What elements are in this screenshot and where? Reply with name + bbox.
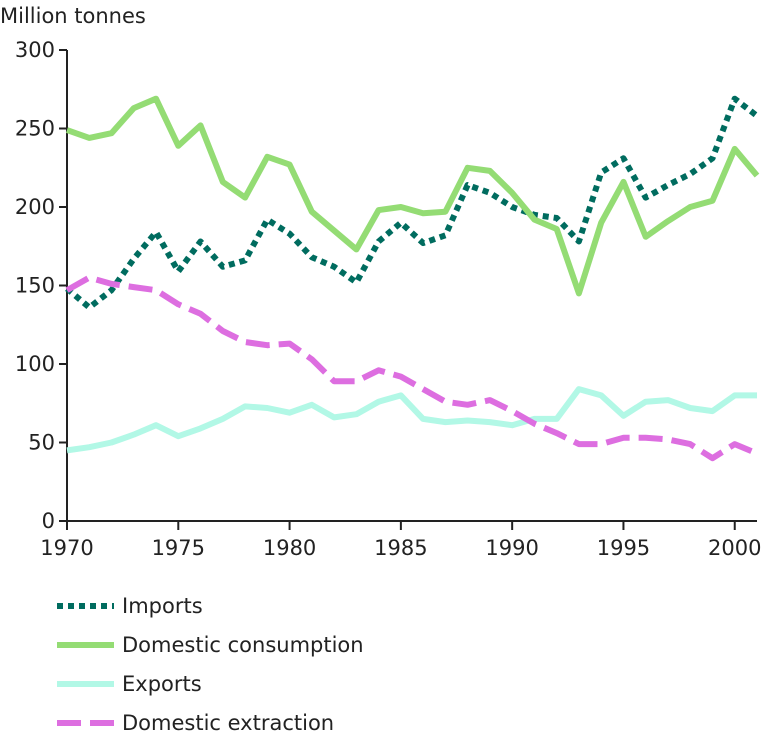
y-tick-label: 50 — [28, 431, 55, 455]
series-line-domestic-extraction — [65, 274, 759, 462]
legend: Imports Domestic consumption Exports Domest… — [57, 594, 364, 732]
y-axis-title: Million tonnes — [0, 4, 146, 28]
y-tick-label: 250 — [15, 117, 55, 141]
x-tick-label: 1985 — [374, 536, 427, 560]
y-tick-label: 200 — [15, 195, 55, 219]
x-axis: 1970 1975 1980 1985 1990 1995 2000 — [40, 520, 761, 560]
x-tick-label: 1980 — [263, 536, 316, 560]
y-tick-label: 0 — [42, 509, 55, 533]
series-line-imports — [65, 95, 759, 311]
x-tick-label: 1995 — [597, 536, 650, 560]
y-tick-label: 300 — [15, 38, 55, 62]
legend-label: Domestic extraction — [122, 711, 334, 732]
y-tick-label: 150 — [15, 274, 55, 298]
series-line-exports — [66, 386, 757, 454]
y-tick-label: 100 — [15, 352, 55, 376]
x-tick-label: 1970 — [40, 536, 93, 560]
legend-label: Exports — [122, 672, 202, 696]
y-axis: 0 50 100 150 200 250 300 — [15, 38, 68, 533]
x-tick-label: 1990 — [485, 536, 538, 560]
legend-label: Imports — [122, 594, 203, 618]
legend-label: Domestic consumption — [122, 633, 364, 657]
plot-area — [65, 95, 760, 462]
x-tick-label: 1975 — [152, 536, 205, 560]
x-tick-label: 2000 — [708, 536, 761, 560]
series-line-domestic-consumption — [66, 95, 760, 297]
